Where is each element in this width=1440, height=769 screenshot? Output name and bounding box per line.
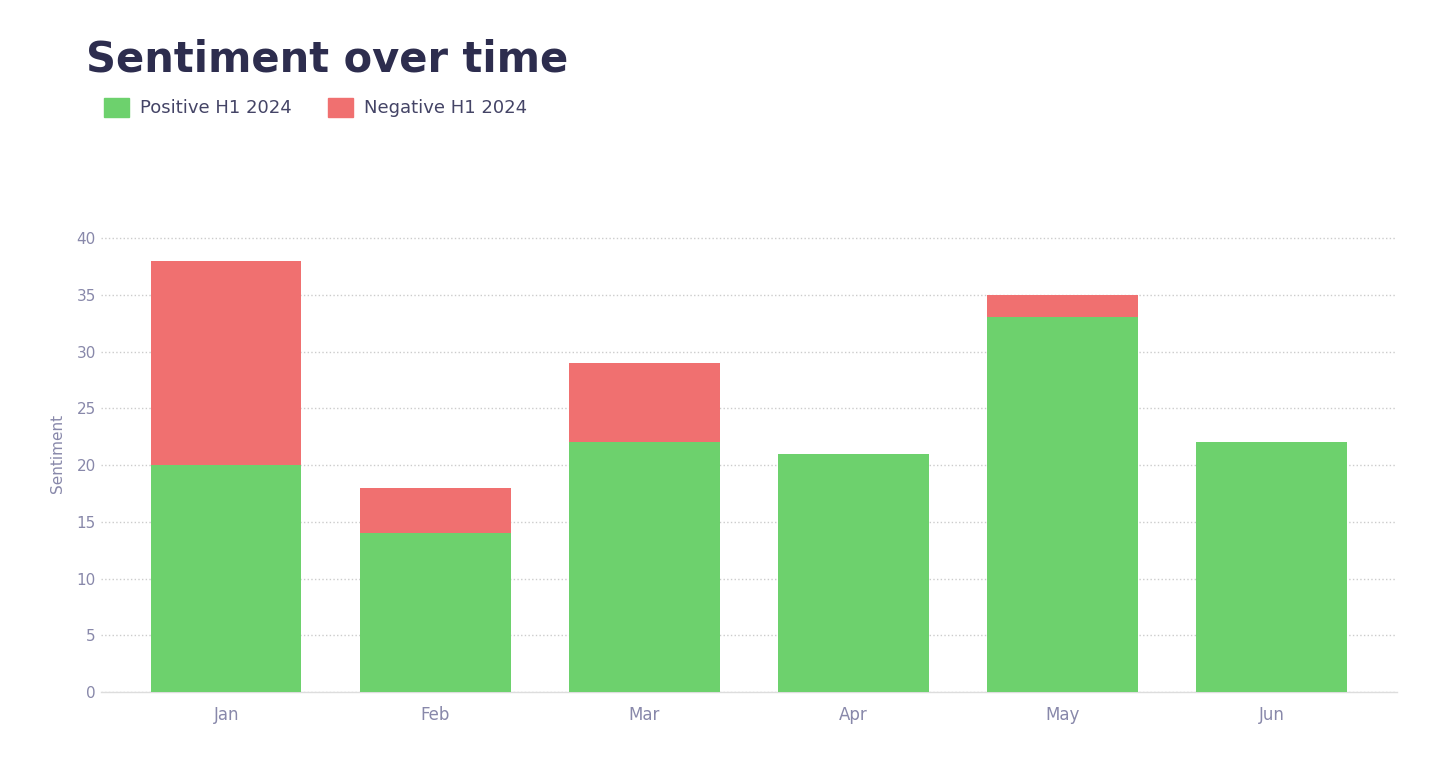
Bar: [569, 363, 720, 442]
Bar: [778, 454, 929, 692]
Bar: [360, 533, 511, 692]
Bar: [360, 488, 511, 533]
Bar: [569, 442, 720, 692]
Bar: [151, 465, 301, 692]
Bar: [986, 295, 1138, 318]
Bar: [986, 318, 1138, 692]
Bar: [151, 261, 301, 465]
Legend: Positive H1 2024, Negative H1 2024: Positive H1 2024, Negative H1 2024: [96, 91, 534, 125]
Text: Sentiment over time: Sentiment over time: [86, 38, 569, 81]
Y-axis label: Sentiment: Sentiment: [50, 414, 65, 493]
Bar: [1197, 442, 1346, 692]
